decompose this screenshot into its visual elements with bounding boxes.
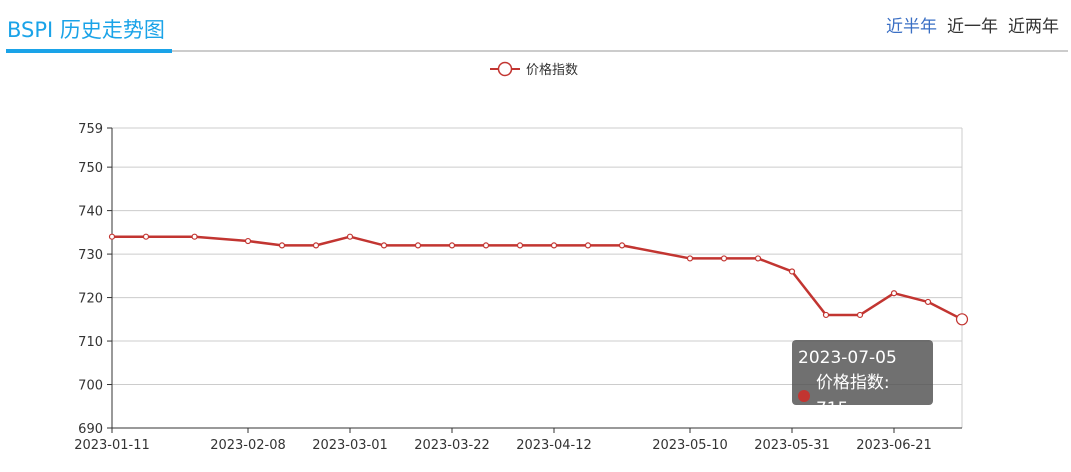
data-point — [686, 255, 694, 262]
tab-one-year[interactable]: 近一年 — [947, 17, 998, 37]
y-tick-label: 730 — [78, 248, 103, 263]
data-point — [584, 242, 592, 249]
data-point — [312, 242, 320, 249]
data-point — [108, 233, 116, 240]
legend-line-marker-icon — [490, 61, 520, 76]
x-tick-label: 2023-05-10 — [652, 438, 728, 453]
chart-legend[interactable]: 价格指数 — [490, 59, 578, 78]
data-point — [414, 242, 422, 249]
data-point — [278, 242, 286, 249]
y-tick-label: 759 — [78, 122, 103, 137]
page-title: BSPI 历史走势图 — [7, 18, 165, 42]
x-tick-label: 2023-06-21 — [856, 438, 932, 453]
x-tick-label: 2023-01-11 — [74, 438, 150, 453]
title-underline — [6, 49, 172, 53]
data-point — [720, 255, 728, 262]
y-tick-label: 700 — [78, 379, 103, 394]
data-point — [191, 233, 198, 240]
data-point — [788, 268, 796, 275]
data-point — [856, 311, 864, 319]
chart-tooltip: 2023-07-05 价格指数: 715 — [792, 340, 933, 419]
data-point — [924, 298, 932, 306]
data-point-highlighted — [955, 313, 969, 326]
data-point — [482, 242, 490, 249]
data-point — [142, 233, 150, 240]
x-tick-label: 2023-02-08 — [210, 438, 286, 453]
y-tick-label: 740 — [78, 205, 103, 220]
y-tick-label: 750 — [78, 161, 103, 176]
range-tabs: 近半年 近一年 近两年 — [886, 12, 1059, 37]
tab-half-year[interactable]: 近半年 — [886, 17, 937, 37]
tooltip-series-dot-icon — [798, 390, 810, 402]
data-point — [550, 242, 558, 249]
y-tick-label: 710 — [78, 335, 103, 350]
data-point — [244, 237, 252, 245]
data-point — [618, 242, 626, 249]
y-tick-label: 690 — [78, 422, 103, 437]
tooltip-date: 2023-07-05 — [798, 348, 897, 368]
x-tick-label: 2023-05-31 — [754, 438, 830, 453]
header-divider — [6, 50, 1068, 52]
data-point — [380, 242, 388, 249]
data-point — [448, 242, 456, 249]
tooltip-value: 价格指数: 715 — [815, 373, 890, 419]
legend-label: 价格指数 — [526, 63, 579, 78]
data-point — [822, 311, 830, 319]
series-line — [112, 235, 963, 321]
data-point — [754, 255, 762, 262]
x-tick-label: 2023-03-22 — [414, 438, 490, 453]
data-point — [890, 290, 898, 297]
tab-two-years[interactable]: 近两年 — [1008, 17, 1059, 37]
y-tick-label: 720 — [78, 292, 103, 307]
data-point — [346, 233, 354, 240]
x-tick-label: 2023-04-12 — [516, 438, 592, 453]
data-point — [516, 242, 524, 249]
x-tick-label: 2023-03-01 — [312, 438, 388, 453]
